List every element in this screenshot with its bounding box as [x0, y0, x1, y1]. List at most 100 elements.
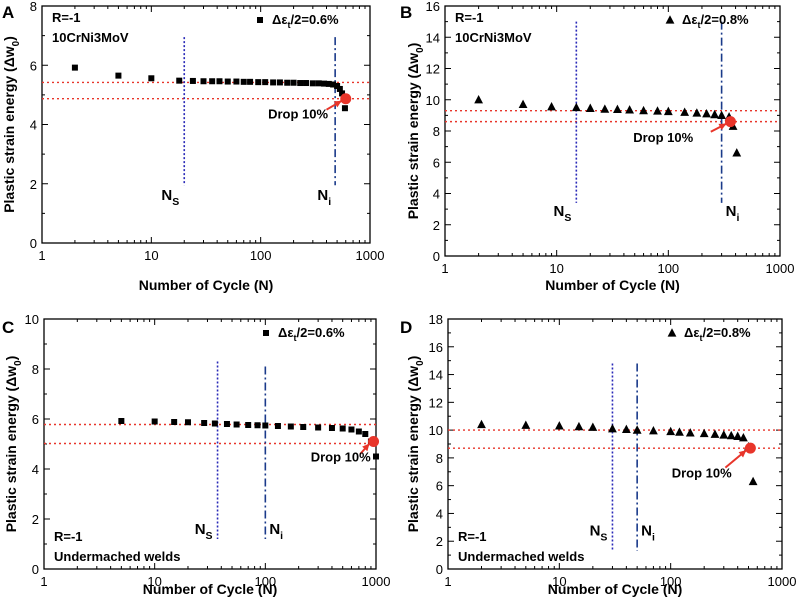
ni-label: Ni	[641, 523, 655, 544]
data-point	[341, 105, 348, 112]
data-point	[355, 428, 362, 435]
data-point	[325, 80, 332, 87]
x-tick-label: 1000	[766, 261, 795, 276]
data-point	[733, 431, 743, 440]
data-point	[702, 109, 711, 118]
data-point	[554, 421, 564, 430]
data-point	[625, 105, 635, 114]
x-tick-label: 1000	[356, 248, 385, 263]
legend-label: Δεt/2=0.6%	[272, 12, 339, 30]
y-tick-label: 14	[426, 30, 440, 45]
x-tick-label: 1	[444, 574, 451, 589]
data-point	[639, 105, 648, 115]
data-point	[290, 79, 297, 86]
drop-label: Drop 10%	[311, 450, 371, 465]
info-text: R=-1	[52, 10, 81, 25]
y-axis-label: Plastic strain energy (Δw0)	[3, 356, 24, 533]
y-tick-label: 8	[436, 451, 443, 466]
y-tick-label: 4	[433, 187, 440, 202]
data-point	[339, 425, 346, 432]
data-point	[223, 421, 230, 427]
data-point	[233, 78, 240, 85]
y-tick-label: 8	[32, 362, 39, 377]
y-tick-label: 4	[30, 118, 37, 133]
data-point	[328, 425, 335, 431]
data-point	[574, 421, 584, 431]
x-tick-label: 10	[147, 574, 161, 589]
y-tick-label: 0	[433, 249, 440, 264]
y-tick-label: 10	[25, 312, 39, 327]
data-point	[675, 427, 684, 436]
data-point	[339, 90, 346, 97]
data-point	[233, 421, 240, 428]
x-tick-label: 1	[40, 574, 47, 589]
x-tick-label: 100	[254, 574, 276, 589]
ns-label: NS	[161, 187, 179, 208]
x-tick-label: 100	[660, 574, 682, 589]
y-tick-label: 18	[429, 312, 443, 327]
info-text: R=-1	[54, 529, 83, 544]
data-point	[118, 418, 125, 424]
drop-label: Drop 10%	[268, 107, 328, 122]
legend-marker	[257, 17, 263, 23]
data-point	[247, 78, 254, 85]
y-tick-label: 0	[30, 236, 37, 251]
x-tick-label: 1000	[768, 574, 797, 589]
drop-arrow-head	[333, 100, 342, 108]
data-point	[297, 80, 304, 87]
data-point	[211, 420, 218, 427]
plot-frame	[447, 318, 783, 570]
data-point	[600, 104, 610, 113]
data-point	[717, 110, 727, 119]
chart-panel-d: D 1 10 100 1000 0 2 4 6 8 10 12 14 16 18 Number of Cycl…	[400, 312, 796, 597]
y-tick-label: 8	[30, 0, 37, 14]
x-tick-label: 1000	[362, 574, 391, 589]
data-point	[262, 79, 269, 86]
x-tick-label: 100	[657, 261, 679, 276]
data-point	[732, 148, 742, 157]
data-point	[738, 432, 748, 442]
data-point	[348, 426, 355, 433]
data-point	[477, 419, 486, 429]
data-point	[710, 429, 720, 438]
ns-label: NS	[195, 521, 213, 542]
data-point	[474, 94, 484, 104]
data-point	[245, 422, 252, 428]
data-point	[588, 422, 598, 431]
legend-marker	[263, 330, 269, 336]
data-point	[115, 72, 122, 79]
data-point	[613, 104, 622, 114]
data-point	[184, 419, 191, 426]
data-point	[200, 78, 207, 85]
data-point	[518, 99, 528, 109]
data-point	[171, 419, 178, 425]
data-point	[653, 106, 662, 115]
data-point	[521, 420, 531, 429]
x-tick-label: 1	[441, 261, 448, 276]
panel-label: A	[2, 3, 14, 22]
data-point	[300, 424, 307, 430]
data-point	[680, 107, 690, 116]
data-point	[330, 81, 337, 88]
y-tick-label: 6	[433, 155, 440, 170]
data-point	[608, 423, 617, 433]
y-tick-label: 12	[426, 62, 440, 77]
info-text: 10CrNi3MoV	[52, 30, 129, 45]
drop-arrow-head	[362, 443, 370, 452]
data-point	[216, 78, 223, 85]
y-tick-label: 6	[436, 479, 443, 494]
ns-label: NS	[553, 203, 571, 224]
drop-point-marker	[744, 442, 756, 454]
data-point	[315, 80, 322, 87]
y-tick-label: 6	[32, 412, 39, 427]
x-tick-label: 10	[552, 574, 566, 589]
x-axis-label: Number of Cycle (N)	[548, 581, 683, 597]
legend-label: Δεt/2=0.6%	[278, 325, 345, 343]
data-point	[303, 80, 310, 87]
x-axis-label: Number of Cycle (N)	[143, 581, 278, 597]
drop-arrow-head	[738, 450, 747, 458]
y-tick-label: 8	[433, 124, 440, 139]
y-tick-label: 10	[426, 93, 440, 108]
